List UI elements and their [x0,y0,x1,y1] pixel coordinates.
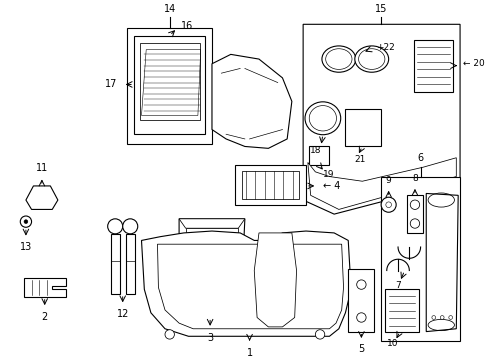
Polygon shape [307,158,455,210]
Circle shape [431,316,435,319]
Circle shape [409,200,419,210]
Polygon shape [179,219,244,228]
Circle shape [439,316,443,319]
Text: 1: 1 [246,347,252,357]
Text: 6: 6 [417,153,423,163]
Polygon shape [413,40,451,92]
Polygon shape [126,234,135,294]
Polygon shape [141,231,350,336]
Text: 19: 19 [322,170,334,179]
Text: 21: 21 [354,155,366,164]
Ellipse shape [325,49,351,69]
Ellipse shape [321,46,355,72]
Circle shape [409,219,419,228]
Circle shape [122,219,138,234]
Text: 18: 18 [309,146,321,155]
Circle shape [356,313,366,322]
Circle shape [107,219,122,234]
Polygon shape [303,24,459,214]
Text: 14: 14 [163,4,176,14]
Circle shape [448,316,451,319]
Polygon shape [308,147,329,165]
Text: 9: 9 [385,176,391,185]
Text: 16: 16 [180,21,192,31]
Polygon shape [235,165,305,205]
Text: 12: 12 [116,309,129,319]
Circle shape [20,216,32,227]
Polygon shape [426,193,457,332]
Circle shape [356,280,366,289]
Polygon shape [407,195,423,233]
Text: ← 20: ← 20 [462,59,484,68]
Polygon shape [26,186,58,210]
Polygon shape [179,219,244,318]
Circle shape [24,220,28,224]
Text: 10: 10 [386,339,397,348]
Polygon shape [134,36,205,134]
Text: +22: +22 [376,43,394,52]
Polygon shape [127,28,212,144]
Circle shape [385,202,391,208]
Text: 2: 2 [41,312,48,322]
Polygon shape [384,289,418,332]
Polygon shape [111,234,120,294]
Polygon shape [380,176,459,341]
Text: 13: 13 [20,242,32,252]
Polygon shape [345,109,380,147]
Text: ← 4: ← 4 [322,181,340,191]
Polygon shape [254,233,296,327]
Text: 11: 11 [36,163,48,173]
Text: 17: 17 [104,80,117,89]
Text: 8: 8 [411,174,417,183]
Polygon shape [347,269,373,332]
Circle shape [380,197,395,212]
Circle shape [164,330,174,339]
Text: 5: 5 [358,344,364,354]
Text: 15: 15 [374,4,386,14]
Ellipse shape [308,105,336,131]
Ellipse shape [305,102,340,135]
Text: 7: 7 [394,281,400,290]
Ellipse shape [358,49,384,69]
Text: 3: 3 [206,333,213,342]
Polygon shape [24,278,66,297]
Ellipse shape [354,46,388,72]
Circle shape [315,330,324,339]
Polygon shape [212,54,291,148]
